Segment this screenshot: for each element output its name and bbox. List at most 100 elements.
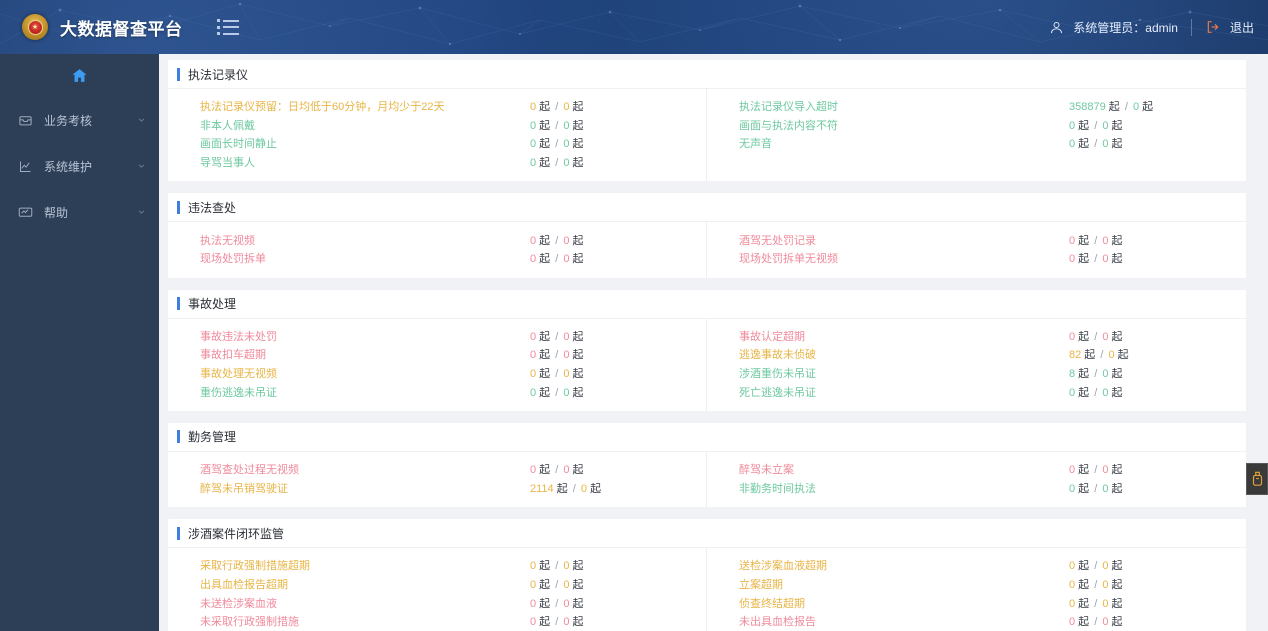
metric-label[interactable]: 事故处理无视频 bbox=[200, 368, 277, 381]
logout-icon[interactable] bbox=[1205, 19, 1221, 35]
metric-value-primary: 0 bbox=[530, 157, 537, 170]
metric-row[interactable]: 酒驾查处过程无视频 0 起 / 0 起 bbox=[168, 460, 706, 479]
metric-label[interactable]: 出具血检报告超期 bbox=[200, 579, 288, 592]
metric-label[interactable]: 采取行政强制措施超期 bbox=[200, 560, 310, 573]
metric-row[interactable]: 事故处理无视频 0 起 / 0 起 bbox=[168, 364, 706, 383]
metric-unit: 起 bbox=[569, 330, 584, 343]
metric-value-primary: 0 bbox=[530, 349, 537, 362]
metric-label[interactable]: 无声音 bbox=[739, 138, 772, 151]
metric-value-primary: 0 bbox=[530, 597, 537, 610]
metric-row[interactable]: 出具血检报告超期 0 起 / 0 起 bbox=[168, 575, 706, 594]
metric-unit: 起 bbox=[569, 616, 584, 629]
metric-label[interactable]: 事故认定超期 bbox=[739, 330, 805, 343]
metric-row[interactable]: 非勤务时间执法 0 起 / 0 起 bbox=[707, 479, 1246, 498]
metric-value: 2114 起 / 0 起 bbox=[530, 480, 601, 496]
metric-label[interactable]: 酒驾查处过程无视频 bbox=[200, 464, 299, 477]
metric-row[interactable]: 现场处罚拆单 0 起 / 0 起 bbox=[168, 249, 706, 268]
metric-label[interactable]: 醉驾未立案 bbox=[739, 464, 794, 477]
sidebar-item-business-assessment[interactable]: 业务考核 bbox=[0, 102, 159, 138]
metric-row[interactable]: 执法记录仪预留：日均低于60分钟，月均少于22天 0 起 / 0 起 bbox=[168, 97, 706, 116]
metric-row[interactable]: 采取行政强制措施超期 0 起 / 0 起 bbox=[168, 556, 706, 575]
metric-row[interactable]: 逃逸事故未侦破 82 起 / 0 起 bbox=[707, 345, 1246, 364]
metric-row[interactable]: 执法无视频 0 起 / 0 起 bbox=[168, 230, 706, 249]
metric-row[interactable]: 重伤逃逸未吊证 0 起 / 0 起 bbox=[168, 382, 706, 401]
metric-row[interactable]: 立案超期 0 起 / 0 起 bbox=[707, 575, 1246, 594]
metric-value: 0 起 / 0 起 bbox=[1069, 595, 1123, 611]
metric-unit: 起 bbox=[1075, 330, 1093, 343]
metric-label[interactable]: 立案超期 bbox=[739, 579, 783, 592]
metric-row[interactable]: 侦查终结超期 0 起 / 0 起 bbox=[707, 593, 1246, 612]
metric-row[interactable]: 死亡逃逸未吊证 0 起 / 0 起 bbox=[707, 382, 1246, 401]
metric-label[interactable]: 非勤务时间执法 bbox=[739, 482, 816, 495]
metric-label[interactable]: 事故违法未处罚 bbox=[200, 330, 277, 343]
metric-unit: 起 bbox=[1075, 616, 1093, 629]
metric-unit: 起 bbox=[1108, 330, 1123, 343]
sidebar-item-label: 系统维护 bbox=[44, 159, 93, 174]
metric-label[interactable]: 侦查终结超期 bbox=[739, 597, 805, 610]
sidebar-item-system-maintenance[interactable]: 系统维护 bbox=[0, 148, 159, 184]
metric-unit: 起 bbox=[569, 464, 584, 477]
metric-row[interactable]: 送检涉案血液超期 0 起 / 0 起 bbox=[707, 556, 1246, 575]
metric-label[interactable]: 事故扣车超期 bbox=[200, 349, 266, 362]
metric-row[interactable]: 事故认定超期 0 起 / 0 起 bbox=[707, 327, 1246, 346]
metric-value: 0 起 / 0 起 bbox=[1069, 557, 1123, 573]
metric-row[interactable]: 涉酒重伤未吊证 8 起 / 0 起 bbox=[707, 364, 1246, 383]
metric-label[interactable]: 现场处罚拆单 bbox=[200, 253, 266, 266]
sidebar-item-home[interactable] bbox=[0, 58, 159, 92]
metric-label[interactable]: 送检涉案血液超期 bbox=[739, 560, 827, 573]
metric-unit: 起 bbox=[536, 386, 554, 399]
metric-label[interactable]: 画面长时间静止 bbox=[200, 138, 277, 151]
metric-label[interactable]: 执法无视频 bbox=[200, 234, 255, 247]
metric-label[interactable]: 导骂当事人 bbox=[200, 157, 255, 170]
metric-row[interactable]: 导骂当事人 0 起 / 0 起 bbox=[168, 153, 706, 172]
metric-unit: 起 bbox=[536, 368, 554, 381]
sidebar-item-help[interactable]: 帮助 bbox=[0, 194, 159, 230]
metric-separator: / bbox=[1094, 119, 1098, 132]
metric-row[interactable]: 醉驾未立案 0 起 / 0 起 bbox=[707, 460, 1246, 479]
metric-row[interactable]: 事故扣车超期 0 起 / 0 起 bbox=[168, 345, 706, 364]
metric-row[interactable]: 事故违法未处罚 0 起 / 0 起 bbox=[168, 327, 706, 346]
menu-toggle-icon[interactable] bbox=[216, 19, 239, 35]
metric-label[interactable]: 现场处罚拆单无视频 bbox=[739, 253, 838, 266]
metric-separator: / bbox=[1094, 597, 1098, 610]
metric-unit: 起 bbox=[569, 138, 584, 151]
metric-row[interactable]: 执法记录仪导入超时 358879 起 / 0 起 bbox=[707, 97, 1246, 116]
metric-label[interactable]: 执法记录仪导入超时 bbox=[739, 101, 838, 114]
metric-label[interactable]: 醉驾未吊销驾驶证 bbox=[200, 482, 288, 495]
metric-label[interactable]: 执法记录仪预留：日均低于60分钟，月均少于22天 bbox=[200, 101, 445, 114]
metric-label[interactable]: 酒驾无处罚记录 bbox=[739, 234, 816, 247]
metric-row[interactable]: 未采取行政强制措施 0 起 / 0 起 bbox=[168, 612, 706, 631]
metric-label[interactable]: 逃逸事故未侦破 bbox=[739, 349, 816, 362]
metric-row[interactable]: 醉驾未吊销驾驶证 2114 起 / 0 起 bbox=[168, 479, 706, 498]
metric-row[interactable]: 酒驾无处罚记录 0 起 / 0 起 bbox=[707, 230, 1246, 249]
logout-button[interactable]: 退出 bbox=[1229, 20, 1254, 35]
metric-row[interactable]: 未送检涉案血液 0 起 / 0 起 bbox=[168, 593, 706, 612]
metric-separator: / bbox=[555, 101, 559, 114]
metric-row[interactable]: 现场处罚拆单无视频 0 起 / 0 起 bbox=[707, 249, 1246, 268]
metric-value-secondary: 0 bbox=[1099, 234, 1109, 247]
metric-unit: 起 bbox=[587, 482, 602, 495]
metric-row[interactable]: 非本人佩戴 0 起 / 0 起 bbox=[168, 116, 706, 135]
metric-label[interactable]: 未采取行政强制措施 bbox=[200, 616, 299, 629]
metric-label[interactable]: 画面与执法内容不符 bbox=[739, 119, 838, 132]
metric-label[interactable]: 未送检涉案血液 bbox=[200, 597, 277, 610]
metric-separator: / bbox=[1100, 349, 1104, 362]
metric-row[interactable]: 画面与执法内容不符 0 起 / 0 起 bbox=[707, 116, 1246, 135]
metric-label[interactable]: 未出具血检报告 bbox=[739, 616, 816, 629]
usb-key-widget[interactable] bbox=[1246, 463, 1268, 495]
metric-unit: 起 bbox=[1075, 560, 1093, 573]
metric-row[interactable]: 未出具血检报告 0 起 / 0 起 bbox=[707, 612, 1246, 631]
metric-unit: 起 bbox=[1114, 349, 1129, 362]
metric-row[interactable]: 画面长时间静止 0 起 / 0 起 bbox=[168, 134, 706, 153]
metric-separator: / bbox=[555, 330, 559, 343]
metric-separator: / bbox=[555, 349, 559, 362]
metric-value-primary: 0 bbox=[1069, 597, 1076, 610]
metric-row[interactable]: 无声音 0 起 / 0 起 bbox=[707, 134, 1246, 153]
metric-label[interactable]: 死亡逃逸未吊证 bbox=[739, 386, 816, 399]
metric-value: 0 起 / 0 起 bbox=[530, 576, 584, 592]
metric-label[interactable]: 重伤逃逸未吊证 bbox=[200, 386, 277, 399]
metric-label[interactable]: 非本人佩戴 bbox=[200, 119, 255, 132]
metric-unit: 起 bbox=[536, 597, 554, 610]
metric-value: 0 起 / 0 起 bbox=[530, 117, 584, 133]
metric-label[interactable]: 涉酒重伤未吊证 bbox=[739, 368, 816, 381]
